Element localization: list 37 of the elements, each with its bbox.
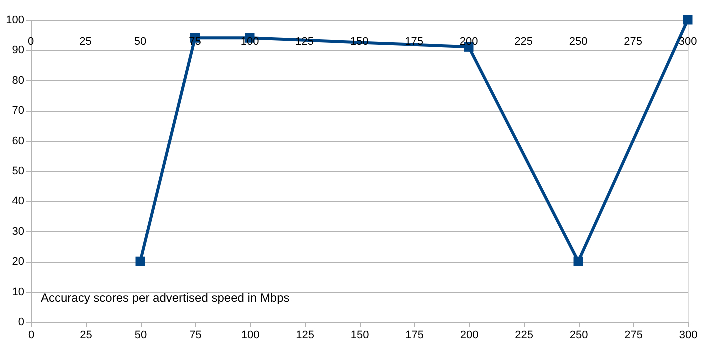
x2-tick-label: 225 [515,330,534,342]
x-tick-label: 300 [678,36,698,48]
x2-tick-label: 0 [28,330,35,342]
y-tick-label: 80 [12,74,24,87]
y-tick-label: 60 [12,135,24,148]
x2-tick-label: 300 [679,330,698,342]
point [683,15,693,25]
x-tick-label: 25 [80,36,92,48]
x-tick-label: 275 [624,36,642,48]
x2-tick-label: 75 [190,330,202,342]
x2-tick-label: 150 [350,330,370,342]
x-tick-label: 200 [460,36,478,48]
y-tick-label: 20 [12,256,24,268]
point [574,256,584,266]
y-tick-label: 70 [12,105,24,118]
y-tick-label: 100 [6,14,24,26]
y-tick-label: 50 [12,166,24,178]
x-tick-label: 100 [240,36,260,48]
x2-tick-label: 275 [624,330,643,342]
y-tick-label: 0 [18,316,24,328]
x-tick-label: 50 [134,36,147,48]
y-tick-label: 40 [12,196,24,208]
y-tick-label: 90 [12,44,24,57]
point [136,256,146,266]
x2-tick-label: 175 [406,330,424,342]
annotation: Accuracy scores per advertised speed in Mbps [41,291,290,305]
x2-tick-label: 100 [241,330,260,342]
x2-tick-label: 125 [296,330,314,342]
y-tick-label: 10 [12,286,24,298]
x2-tick-label: 250 [570,330,588,342]
x-tick-label: 0 [28,36,34,48]
y-tick-label: 30 [12,226,24,238]
x-tick-label: 225 [514,36,533,48]
x2-tick-label: 50 [134,330,148,342]
x2-tick-label: 25 [80,330,92,342]
x-tick-label: 250 [569,36,588,48]
x2-tick-label: 200 [460,330,479,342]
